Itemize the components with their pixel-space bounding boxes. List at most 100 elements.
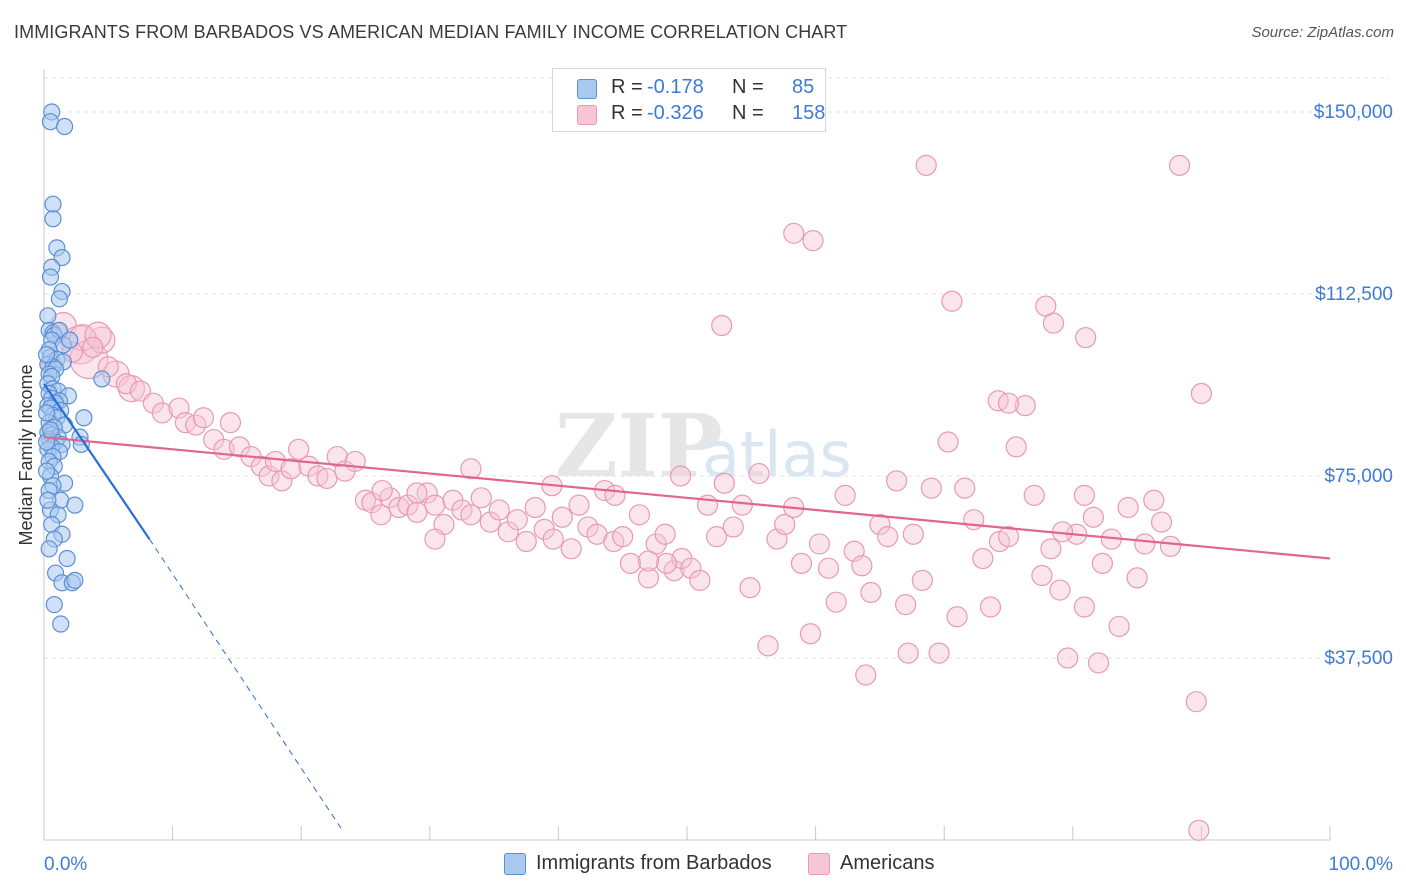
legend-r-value: -0.178	[647, 76, 704, 98]
americans-point	[731, 494, 753, 516]
bottom-legend-label: Americans	[840, 852, 935, 874]
americans-point	[783, 222, 805, 244]
barbados-point	[39, 307, 57, 325]
americans-point	[424, 494, 446, 516]
barbados-point	[37, 404, 56, 422]
americans-point	[388, 496, 410, 519]
americans-point	[406, 482, 428, 504]
americans-point	[654, 523, 676, 545]
americans-point	[860, 581, 882, 604]
x-tick-label: 100.0%	[1329, 854, 1394, 875]
americans-point	[524, 496, 546, 519]
americans-point	[151, 402, 173, 424]
americans-point	[1150, 511, 1173, 533]
americans-point	[808, 533, 831, 555]
watermark-zip: ZIP	[555, 396, 723, 497]
x-tick-label: 0.0%	[44, 854, 87, 875]
americans-point	[488, 499, 510, 521]
americans-point	[748, 462, 770, 485]
barbados-point	[37, 462, 56, 480]
barbados-point	[61, 331, 79, 349]
americans-point	[506, 509, 528, 531]
chart-title: IMMIGRANTS FROM BARBADOS VS AMERICAN MED…	[14, 22, 848, 42]
barbados-trend-line	[43, 383, 151, 540]
americans-point	[619, 552, 642, 574]
barbados-point	[66, 496, 84, 514]
americans-point	[902, 523, 924, 545]
americans-point	[1091, 552, 1113, 574]
americans-point	[669, 465, 692, 487]
americans-point	[470, 487, 492, 509]
americans-point	[577, 516, 599, 538]
americans-point	[370, 504, 392, 526]
legend-n-value: 158	[792, 102, 826, 124]
americans-point	[479, 511, 501, 533]
legend-r-label: R =	[611, 76, 643, 98]
americans-point	[928, 642, 950, 664]
americans-point	[851, 555, 873, 577]
americans-point	[886, 470, 908, 492]
americans-point	[869, 513, 891, 536]
legend-n-label: N =	[732, 76, 764, 98]
barbados-point	[75, 409, 93, 427]
americans-point	[84, 321, 112, 349]
americans-point	[680, 557, 702, 579]
barbados-point	[93, 370, 111, 388]
americans-point	[288, 438, 310, 460]
trend-lines	[43, 383, 1331, 831]
legend-n-value: 85	[792, 76, 815, 98]
americans-point	[1049, 579, 1071, 601]
americans-point	[920, 477, 942, 499]
americans-point	[897, 642, 919, 664]
americans-point	[497, 521, 519, 543]
correlation-legend: R = -0.178 N = 85 R = -0.326 N = 158	[552, 68, 826, 132]
bottom-legend-swatch-blue	[504, 853, 526, 875]
legend-swatch-pink	[577, 105, 597, 125]
legend-r-value: -0.326	[647, 102, 704, 124]
americans-point	[911, 569, 933, 591]
americans-point	[722, 516, 744, 538]
barbados-point	[45, 596, 63, 614]
barbados-point	[41, 268, 60, 286]
barbados-point	[41, 421, 60, 439]
americans-point	[1073, 596, 1095, 618]
americans-point	[713, 472, 735, 494]
americans-point	[799, 623, 822, 645]
source-label: Source: ZipAtlas.com	[1251, 24, 1394, 41]
americans-trend-line	[43, 436, 1331, 560]
americans-point	[774, 513, 796, 536]
americans-point	[371, 479, 393, 502]
y-tick-label: $75,000	[1324, 466, 1393, 487]
americans-point	[825, 591, 847, 613]
americans-point	[129, 380, 152, 402]
barbados-point	[37, 346, 56, 364]
americans-point	[954, 477, 976, 499]
americans-point	[1082, 506, 1104, 528]
y-tick-label: $37,500	[1324, 648, 1393, 669]
americans-point	[1134, 533, 1156, 555]
americans-point	[219, 411, 242, 434]
americans-point	[424, 528, 446, 550]
americans-point	[663, 560, 685, 582]
americans-point	[790, 552, 813, 574]
americans-point	[1042, 312, 1065, 334]
barbados-point	[66, 571, 84, 589]
americans-point	[1168, 154, 1191, 176]
americans-point	[1073, 484, 1095, 507]
americans-point	[307, 465, 329, 487]
americans-point	[997, 392, 1020, 414]
americans-point	[1057, 647, 1079, 669]
americans-point	[757, 635, 779, 657]
americans-point	[271, 470, 293, 492]
americans-point	[551, 506, 573, 528]
y-tick-label: $112,500	[1315, 284, 1393, 305]
americans-point	[739, 577, 761, 599]
americans-point	[1117, 496, 1139, 519]
americans-point	[946, 606, 968, 628]
americans-point	[1087, 652, 1110, 674]
y-tick-label: $150,000	[1314, 102, 1393, 123]
americans-point	[1143, 489, 1165, 511]
americans-point	[560, 538, 582, 560]
axis-labels: $37,500 $75,000 $112,500 $150,000 0.0% 100.0%…	[16, 102, 1393, 875]
